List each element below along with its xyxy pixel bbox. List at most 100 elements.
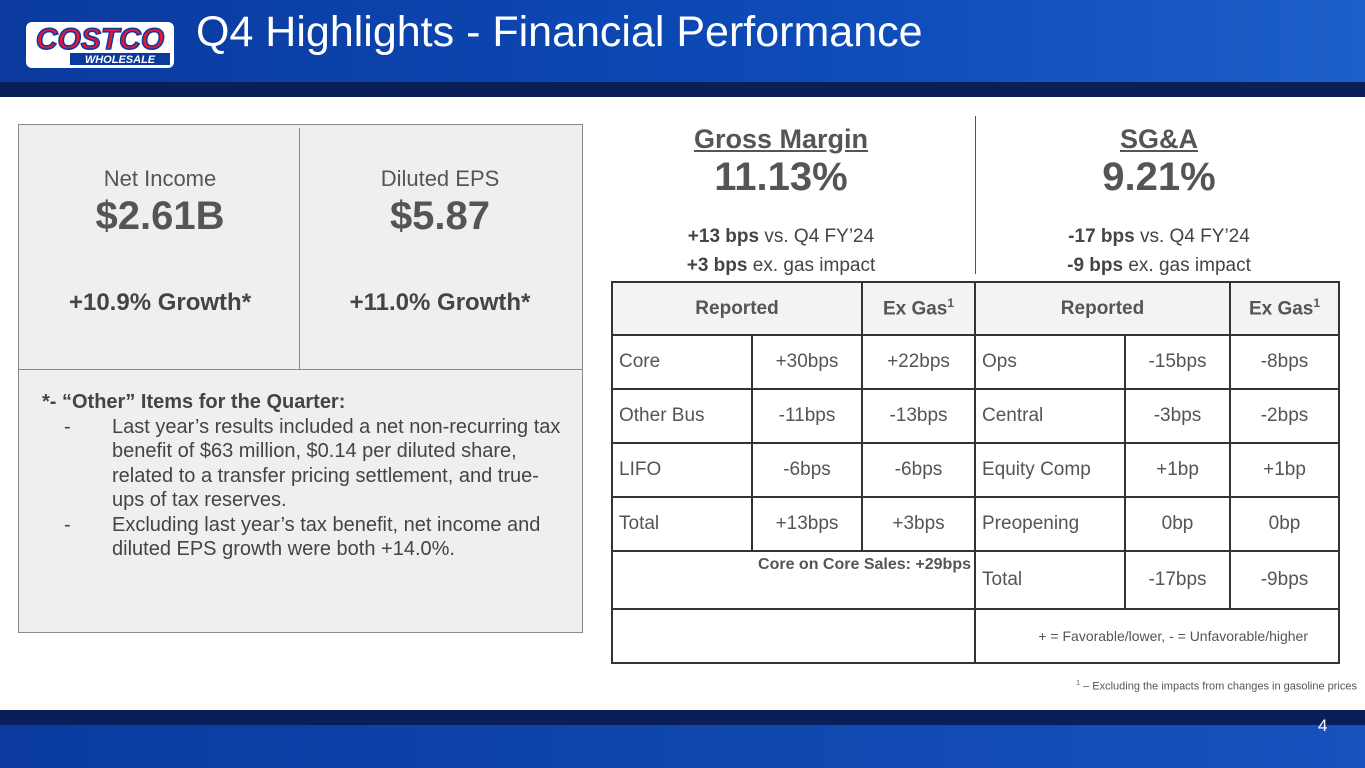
note-text: Excluding last year’s tax benefit, net i… bbox=[112, 513, 541, 561]
value-cell: -15bps bbox=[1124, 334, 1231, 390]
row-label: LIFO bbox=[611, 442, 753, 498]
value-cell: +1bp bbox=[1124, 442, 1231, 498]
footnote-mark: 1 bbox=[947, 296, 955, 311]
notes: *- “Other” Items for the Quarter: - Last … bbox=[42, 390, 562, 562]
metric-bold: -9 bps bbox=[1067, 255, 1124, 276]
metric: SG&A 9.21% -17 bps vs. Q4 FY’24 -9 bps e… bbox=[989, 124, 1329, 280]
metric-value: 11.13% bbox=[714, 155, 848, 199]
metric-bold: +13 bps bbox=[687, 226, 760, 247]
notes-heading: *- “Other” Items for the Quarter: bbox=[42, 391, 346, 413]
value-cell: 0bp bbox=[1229, 496, 1340, 552]
footnote-mark: 1 bbox=[1313, 296, 1321, 311]
kpi-growth: +10.9% Growth* bbox=[68, 289, 252, 316]
column-header: Ex Gas1 bbox=[861, 281, 976, 336]
logo-strip bbox=[70, 53, 170, 65]
footnote-text: – Excluding the impacts from changes in … bbox=[1080, 680, 1357, 693]
metric-line: -17 bps vs. Q4 FY’24 bbox=[989, 222, 1329, 251]
value-cell: +30bps bbox=[751, 334, 863, 390]
margin-table: Reported Ex Gas1 Reported Ex Gas1 Core +3… bbox=[611, 281, 1340, 664]
kpi-label: Net Income bbox=[103, 166, 217, 191]
row-label: Preopening bbox=[974, 496, 1126, 552]
kpi: Net Income $2.61B +10.9% Growth* bbox=[20, 166, 300, 317]
value-cell: -9bps bbox=[1229, 550, 1340, 610]
legend: + = Favorable/lower, - = Unfavorable/hig… bbox=[974, 608, 1340, 664]
metric-text: ex. gas impact bbox=[1123, 255, 1251, 276]
row-label: Core bbox=[611, 334, 753, 390]
table-row: + = Favorable/lower, - = Unfavorable/hig… bbox=[611, 608, 1340, 664]
header-text: Ex Gas bbox=[1248, 298, 1314, 320]
value-cell: -3bps bbox=[1124, 388, 1231, 444]
value-cell: +13bps bbox=[751, 496, 863, 552]
footnote-mark: 1 bbox=[1076, 680, 1081, 687]
value-cell: +1bp bbox=[1229, 442, 1340, 498]
bullet: - bbox=[64, 415, 71, 438]
metric-title: Gross Margin bbox=[693, 124, 869, 154]
page-number: 4 bbox=[1318, 716, 1328, 735]
footnote: 1 – Excluding the impacts from changes i… bbox=[1076, 680, 1357, 693]
row-label: Equity Comp bbox=[974, 442, 1126, 498]
footer-bar bbox=[0, 725, 1365, 768]
metric-value: 9.21% bbox=[1102, 155, 1216, 199]
logo-text: COSTCO bbox=[36, 23, 164, 56]
row-label: Total bbox=[974, 550, 1126, 610]
metric-bold: -17 bps bbox=[1068, 226, 1135, 247]
kpi-label: Diluted EPS bbox=[380, 166, 500, 191]
metric-bold: +3 bps bbox=[686, 255, 748, 276]
table-row: Core +30bps +22bps Ops -15bps -8bps bbox=[611, 334, 1340, 390]
table-row: LIFO -6bps -6bps Equity Comp +1bp +1bp bbox=[611, 442, 1340, 498]
metric: Gross Margin 11.13% +13 bps vs. Q4 FY’24… bbox=[611, 124, 951, 280]
empty-cell bbox=[611, 608, 976, 664]
row-label: Central bbox=[974, 388, 1126, 444]
column-header: Reported bbox=[611, 281, 863, 336]
row-label: Other Bus bbox=[611, 388, 753, 444]
metric-line: +3 bps ex. gas impact bbox=[611, 251, 951, 280]
kpi-growth: +11.0% Growth* bbox=[349, 289, 531, 316]
header-bar bbox=[0, 0, 1365, 82]
header-text: Ex Gas bbox=[882, 298, 948, 320]
metric-text: ex. gas impact bbox=[747, 255, 876, 276]
header-band bbox=[0, 82, 1365, 97]
value-cell: -8bps bbox=[1229, 334, 1340, 390]
value-cell: -2bps bbox=[1229, 388, 1340, 444]
column-header: Reported bbox=[974, 281, 1231, 336]
kpi-box bbox=[18, 124, 583, 633]
row-label: Ops bbox=[974, 334, 1126, 390]
note-text: Last year’s results included a net non-r… bbox=[112, 415, 561, 512]
divider bbox=[18, 369, 583, 370]
core-on-core: Core on Core Sales: +29bps bbox=[611, 550, 976, 610]
value-cell: -13bps bbox=[861, 388, 976, 444]
divider bbox=[299, 128, 300, 369]
value-cell: +22bps bbox=[861, 334, 976, 390]
kpi: Diluted EPS $5.87 +11.0% Growth* bbox=[300, 166, 580, 317]
footer-band bbox=[0, 710, 1365, 725]
metric-title: SG&A bbox=[1119, 124, 1198, 154]
value-cell: -6bps bbox=[751, 442, 863, 498]
kpi-value: $2.61B bbox=[95, 194, 225, 238]
value-cell: -17bps bbox=[1124, 550, 1231, 610]
header-text: Reported bbox=[695, 297, 779, 319]
column-header: Ex Gas1 bbox=[1229, 281, 1340, 336]
slide-title: Q4 Highlights - Financial Performance bbox=[196, 8, 923, 56]
value-cell: -11bps bbox=[751, 388, 863, 444]
metric-line: -9 bps ex. gas impact bbox=[989, 251, 1329, 280]
table-row: Other Bus -11bps -13bps Central -3bps -2bps bbox=[611, 388, 1340, 444]
metric-text: vs. Q4 FY’24 bbox=[1134, 226, 1250, 247]
row-label: Total bbox=[611, 496, 753, 552]
metric-line: +13 bps vs. Q4 FY’24 bbox=[611, 222, 951, 251]
kpi-value: $5.87 bbox=[389, 194, 491, 238]
value-cell: 0bp bbox=[1124, 496, 1231, 552]
divider bbox=[975, 116, 976, 274]
header-row: Reported Ex Gas1 Reported Ex Gas1 bbox=[611, 281, 1340, 336]
table-row: Total +13bps +3bps Preopening 0bp 0bp bbox=[611, 496, 1340, 552]
bullet: - bbox=[64, 513, 71, 536]
note-item: - Excluding last year’s tax benefit, net … bbox=[64, 513, 562, 562]
metric-text: vs. Q4 FY’24 bbox=[759, 226, 875, 247]
logo: COSTCO WHOLESALE bbox=[26, 22, 174, 68]
value-cell: +3bps bbox=[861, 496, 976, 552]
table-row: Core on Core Sales: +29bps Total -17bps -9b… bbox=[611, 550, 1340, 610]
value-cell: -6bps bbox=[861, 442, 976, 498]
logo-subtext: WHOLESALE bbox=[85, 54, 156, 66]
note-item: - Last year’s results included a net non-… bbox=[64, 415, 562, 513]
header-text: Reported bbox=[1060, 297, 1145, 319]
